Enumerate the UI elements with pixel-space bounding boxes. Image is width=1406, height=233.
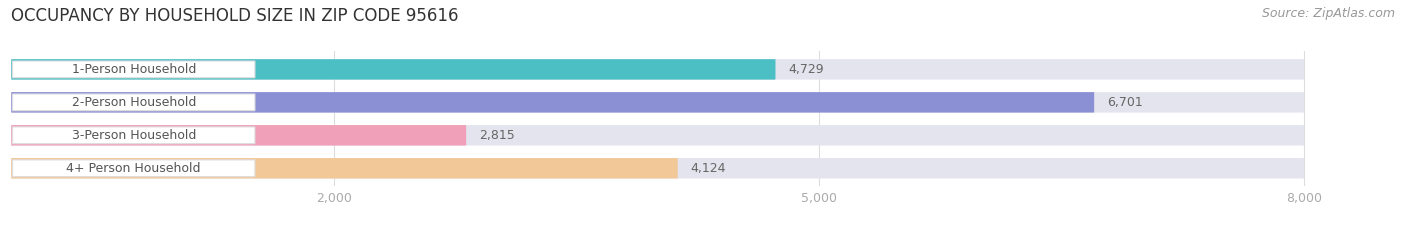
Text: OCCUPANCY BY HOUSEHOLD SIZE IN ZIP CODE 95616: OCCUPANCY BY HOUSEHOLD SIZE IN ZIP CODE … (11, 7, 458, 25)
FancyBboxPatch shape (11, 158, 1305, 178)
Text: 2,815: 2,815 (479, 129, 515, 142)
FancyBboxPatch shape (11, 59, 1305, 80)
Text: 6,701: 6,701 (1107, 96, 1143, 109)
Text: 4,124: 4,124 (690, 162, 725, 175)
Text: 2-Person Household: 2-Person Household (72, 96, 195, 109)
Text: 1-Person Household: 1-Person Household (72, 63, 195, 76)
FancyBboxPatch shape (11, 125, 467, 146)
FancyBboxPatch shape (13, 127, 254, 144)
FancyBboxPatch shape (11, 59, 776, 80)
FancyBboxPatch shape (13, 61, 254, 78)
Text: Source: ZipAtlas.com: Source: ZipAtlas.com (1261, 7, 1395, 20)
FancyBboxPatch shape (13, 94, 254, 111)
FancyBboxPatch shape (13, 160, 254, 177)
FancyBboxPatch shape (11, 158, 678, 178)
Text: 4,729: 4,729 (789, 63, 824, 76)
Text: 4+ Person Household: 4+ Person Household (66, 162, 201, 175)
FancyBboxPatch shape (11, 125, 1305, 146)
FancyBboxPatch shape (11, 92, 1305, 113)
Text: 3-Person Household: 3-Person Household (72, 129, 195, 142)
FancyBboxPatch shape (11, 92, 1094, 113)
